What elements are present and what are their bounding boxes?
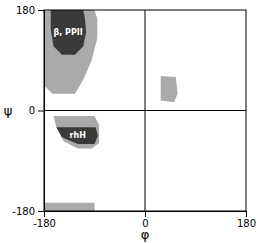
y-axis: -180 0 180	[12, 5, 44, 217]
region	[51, 10, 86, 55]
tick-mark	[246, 211, 247, 217]
tick-mark	[145, 211, 146, 217]
annotation: rhH	[69, 131, 85, 140]
tick: 180	[237, 211, 256, 229]
region	[44, 10, 97, 94]
frame	[44, 10, 246, 211]
chart: -1800180-1800180β, PPIIrhHφψ	[0, 0, 262, 243]
axis-line	[45, 212, 247, 218]
tick-mark	[38, 111, 44, 112]
tick-label: 180	[237, 218, 256, 229]
plot-area	[44, 10, 246, 211]
tick-mark	[38, 10, 44, 11]
y-axis-title: ψ	[4, 103, 13, 118]
tick: 0	[29, 105, 44, 116]
region	[44, 203, 95, 211]
tick-label: -180	[33, 218, 56, 229]
tick-label: 0	[29, 105, 35, 116]
annotation: β, PPII	[54, 28, 83, 37]
x-axis-title: φ	[141, 227, 150, 242]
tick-label: -180	[12, 206, 35, 217]
region	[44, 116, 99, 148]
tick: 180	[16, 5, 44, 16]
tick-mark	[38, 211, 44, 212]
tick: -180	[12, 206, 44, 217]
tick: -180	[33, 211, 56, 229]
plot: -1800180-1800180β, PPIIrhH	[12, 5, 256, 229]
zero-line	[145, 10, 146, 211]
region	[161, 76, 178, 102]
region	[55, 127, 98, 144]
tick-label: 180	[16, 5, 35, 16]
